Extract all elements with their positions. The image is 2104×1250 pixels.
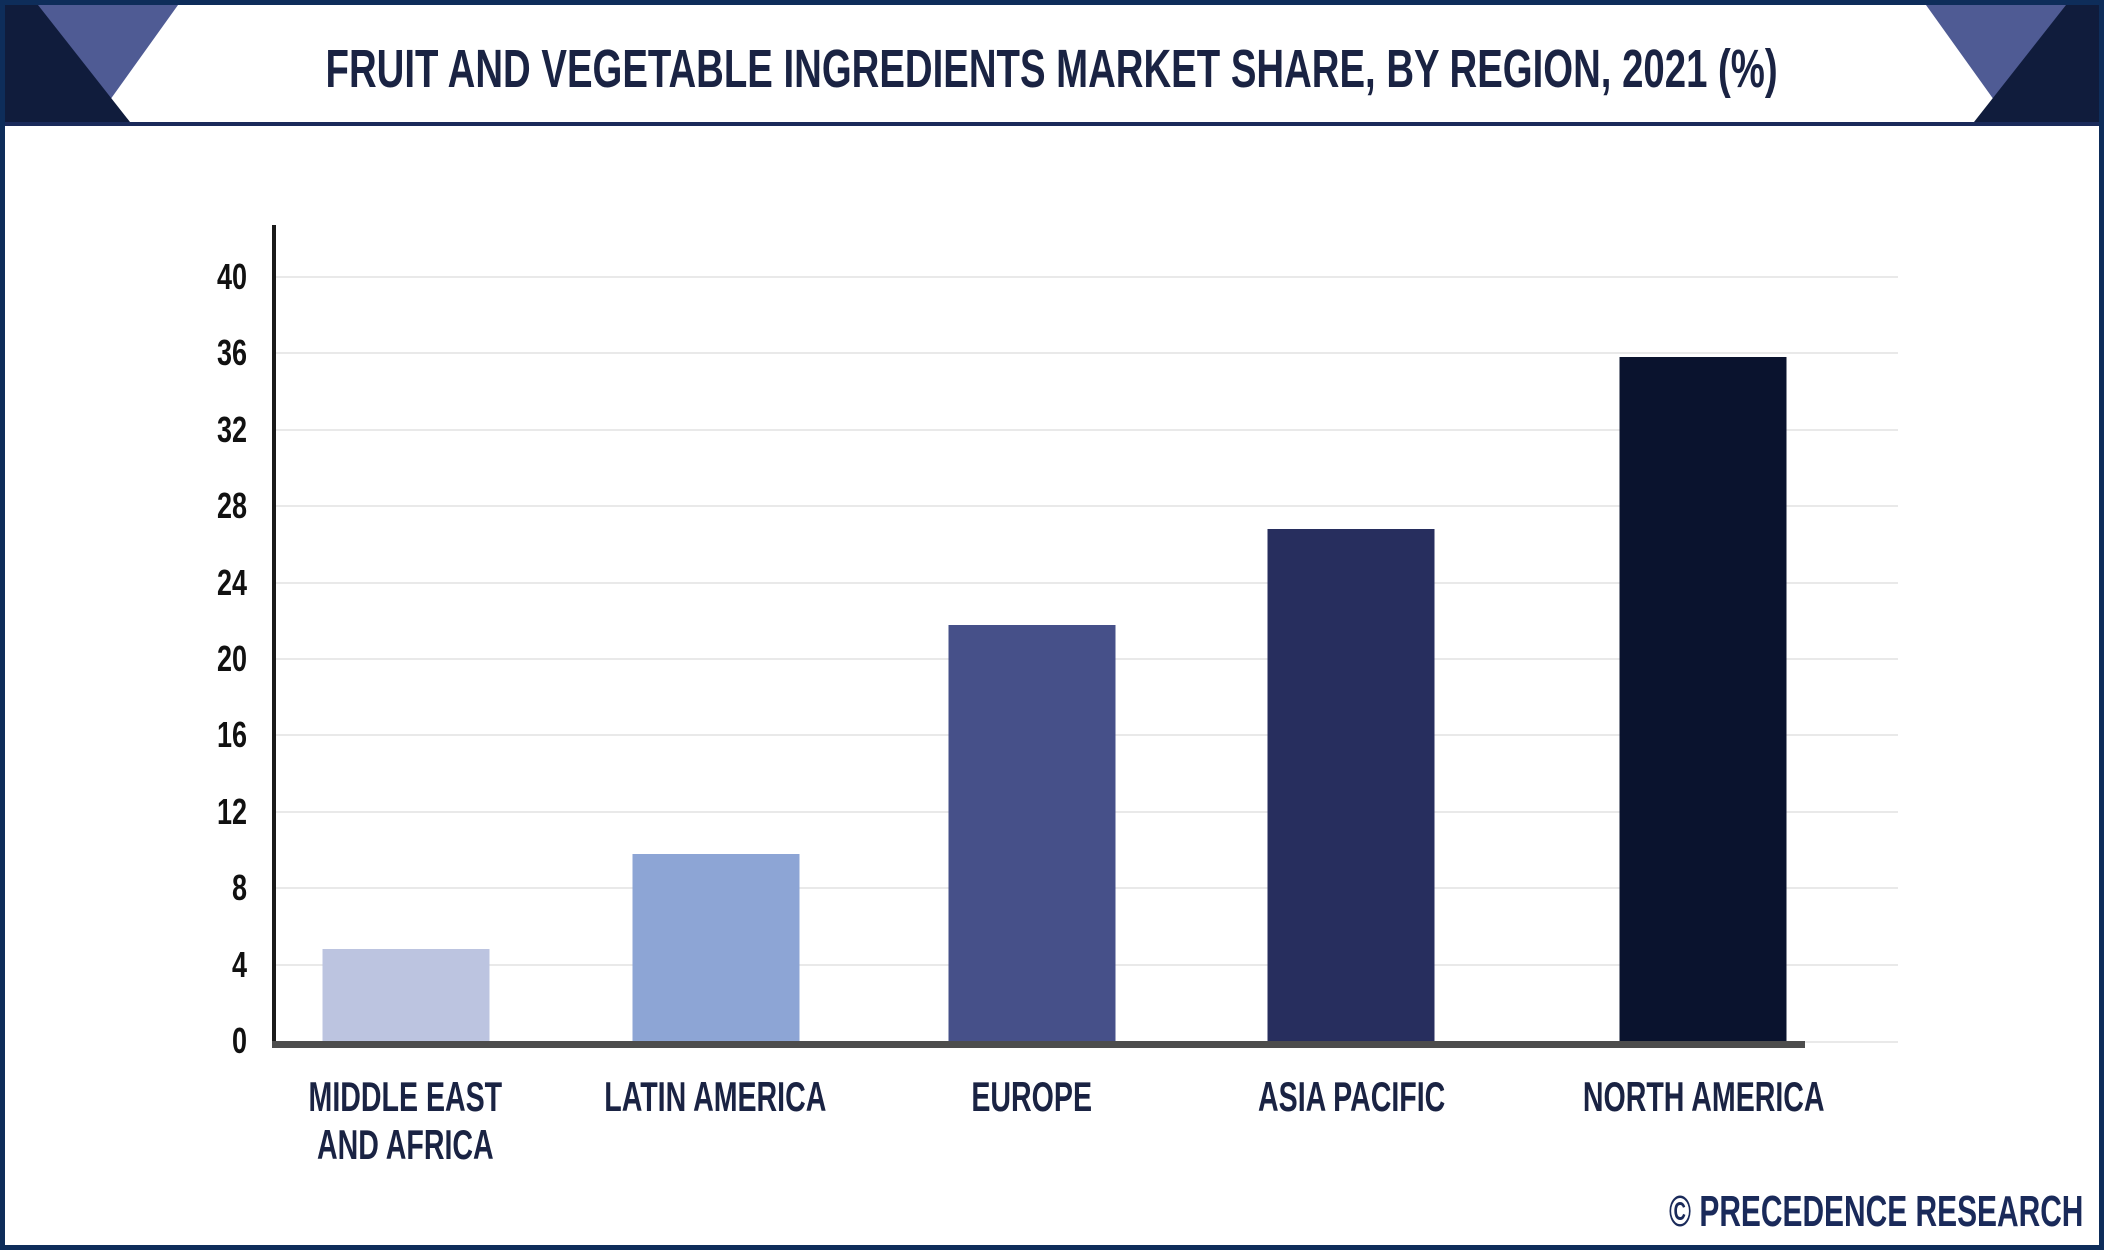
y-tick-text: 4 (231, 943, 247, 985)
x-label-text: LATIN AMERICA (604, 1073, 827, 1120)
bar-north-america (1619, 357, 1787, 1041)
y-axis-line (272, 225, 276, 1048)
y-tick-label-4: 4 (95, 944, 247, 986)
chart-title: FRUIT AND VEGETABLE INGREDIENTS MARKET S… (215, 5, 1889, 122)
y-tick-label-20: 20 (95, 638, 247, 680)
watermark: © PRECEDENCE RESEARCH (1474, 1187, 2083, 1237)
y-tick-label-16: 16 (95, 714, 247, 756)
x-label-middle-east-and-africa: MIDDLE EAST AND AFRICA (166, 1073, 646, 1169)
gridline-36 (276, 352, 1898, 355)
y-tick-text: 20 (216, 638, 247, 679)
bar-chart: 0 4 8 12 16 20 24 28 32 36 40 MIDDLE EAST AND AFRI… (5, 5, 2099, 1245)
chart-header: FRUIT AND VEGETABLE INGREDIENTS MARKET S… (5, 5, 2099, 126)
y-tick-label-36: 36 (95, 332, 247, 374)
y-tick-text: 36 (216, 332, 247, 374)
y-tick-label-24: 24 (95, 562, 247, 604)
x-axis-line (272, 1041, 1805, 1048)
x-label-text: MIDDLE EAST AND AFRICA (308, 1073, 503, 1168)
y-tick-text: 24 (216, 561, 247, 603)
y-tick-label-40: 40 (95, 256, 247, 298)
bar-europe (948, 624, 1116, 1041)
y-tick-label-0: 0 (95, 1020, 247, 1062)
watermark-text: © PRECEDENCE RESEARCH (1668, 1187, 2083, 1236)
gridline-28 (276, 505, 1898, 508)
y-tick-label-32: 32 (95, 409, 247, 451)
x-label-north-america: NORTH AMERICA (1463, 1073, 1943, 1121)
x-label-latin-america: LATIN AMERICA (476, 1073, 956, 1121)
corner-decoration-left (5, 5, 178, 122)
x-label-europe: EUROPE (792, 1073, 1272, 1121)
corner-decoration-right (1926, 5, 2099, 122)
y-tick-text: 40 (216, 256, 247, 297)
y-tick-text: 8 (231, 867, 247, 909)
y-tick-label-28: 28 (95, 485, 247, 527)
y-tick-text: 32 (216, 408, 247, 450)
y-tick-text: 12 (216, 790, 247, 832)
bar-middle-east-and-africa (322, 949, 490, 1041)
y-tick-text: 0 (231, 1020, 247, 1061)
y-tick-label-8: 8 (95, 867, 247, 909)
bar-latin-america (632, 853, 800, 1041)
y-tick-text: 16 (216, 714, 247, 756)
x-label-text: NORTH AMERICA (1582, 1073, 1825, 1120)
y-tick-text: 28 (216, 485, 247, 527)
x-axis-line-extension (1805, 1041, 1898, 1043)
gridline-32 (276, 428, 1898, 431)
y-tick-label-12: 12 (95, 791, 247, 833)
bar-asia-pacific (1267, 529, 1435, 1041)
chart-title-text: FRUIT AND VEGETABLE INGREDIENTS MARKET S… (325, 38, 1779, 99)
x-label-text: EUROPE (971, 1073, 1093, 1120)
gridline-24 (276, 581, 1898, 584)
x-label-asia-pacific: ASIA PACIFIC (1111, 1073, 1591, 1121)
x-label-text: ASIA PACIFIC (1257, 1073, 1445, 1120)
plot-area (276, 276, 1898, 1041)
gridline-40 (276, 276, 1898, 278)
